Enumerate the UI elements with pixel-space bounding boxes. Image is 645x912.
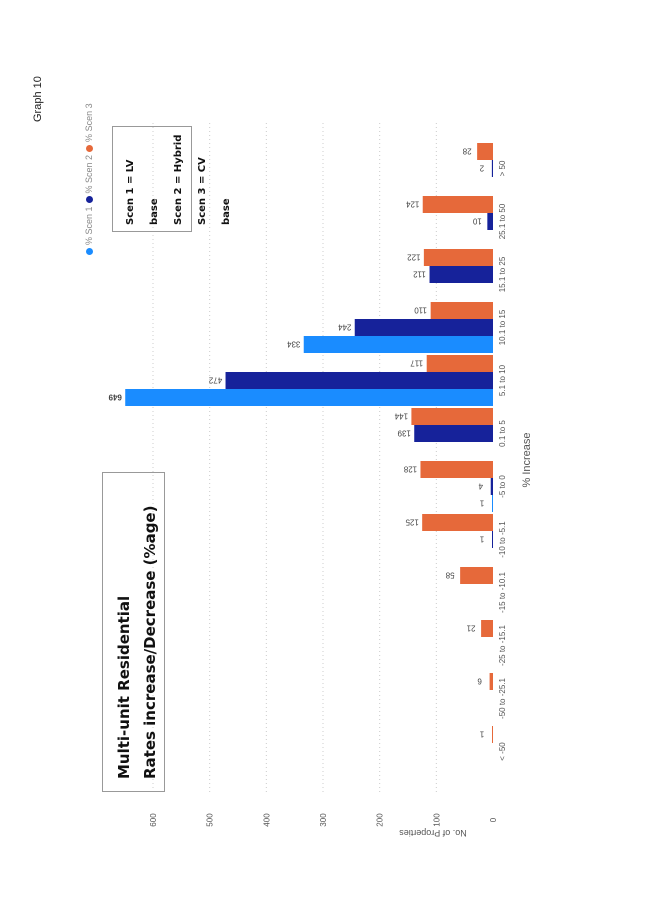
data-label: 4 (478, 482, 483, 491)
bar-scen-2 (414, 425, 494, 442)
x-tick-label: 0.1 to 5 (498, 420, 507, 447)
bar-scen-2 (492, 531, 493, 548)
bar-scen-3 (430, 302, 493, 319)
scenario-note-1: Scen 1 = LV base (125, 159, 160, 225)
data-label: 139 (397, 429, 411, 438)
x-tick-label: -5 to 0 (498, 475, 507, 498)
x-axis-title: % Increase (521, 432, 533, 487)
data-label: 110 (414, 306, 427, 315)
legend-label-scen1[interactable]: % Scen 1 (84, 206, 94, 245)
data-label: 2 (479, 164, 484, 173)
y-tick-label: 100 (432, 813, 441, 827)
scenario-notes-box: Scen 1 = LV base Scen 2 = Hybrid Scen 3 … (112, 126, 232, 232)
bar-scen-3 (422, 196, 494, 213)
bar-scen-2 (225, 372, 494, 389)
bar-scen-3 (411, 408, 493, 425)
x-tick-label: 10.1 to 15 (498, 309, 507, 345)
bar-scen-1 (492, 495, 493, 512)
data-label: 1 (479, 730, 484, 739)
data-label: 472 (208, 376, 222, 385)
bar-scen-1 (125, 389, 493, 406)
bar-scen-3 (481, 620, 494, 637)
data-label: 58 (445, 571, 454, 580)
data-label: 122 (407, 253, 421, 262)
data-label: 128 (403, 465, 417, 474)
x-tick-label: < -50 (498, 742, 507, 761)
graph-number-label: Graph 10 (32, 76, 44, 122)
bar-scen-3 (426, 355, 494, 372)
bar-scen-3 (422, 514, 493, 531)
y-tick-label: 0 (489, 817, 498, 822)
x-tick-label: 15.1 to 25 (498, 256, 507, 292)
x-tick-label: 5.1 to 10 (498, 364, 507, 396)
chart-title-line-1: Multi-unit Residential (115, 595, 133, 779)
data-label: 1 (479, 535, 484, 544)
legend-dot-scen2 (85, 196, 93, 204)
chart-legend: % Scen 1 % Scen 2 % Scen 3 (84, 103, 94, 255)
x-tick-label: > 50 (498, 160, 507, 176)
data-label: 125 (405, 518, 419, 527)
y-tick-label: 600 (149, 813, 158, 827)
x-tick-label: -15 to -10.1 (498, 571, 507, 612)
scenario-note-2: Scen 2 = Hybrid (173, 134, 184, 225)
data-label: 112 (413, 270, 426, 279)
y-tick-label: 400 (262, 813, 271, 827)
y-tick-label: 300 (319, 813, 328, 827)
data-label: 124 (406, 200, 420, 209)
bar-scen-3 (492, 726, 493, 743)
bar-scen-2 (429, 266, 493, 283)
bar-scen-2 (487, 213, 494, 230)
x-tick-label: -10 to -5.1 (498, 521, 507, 558)
x-tick-label: -50 to -25.1 (498, 677, 507, 718)
bar-scen-2 (490, 478, 494, 495)
y-tick-label: 500 (206, 813, 215, 827)
y-tick-label: 200 (376, 813, 385, 827)
data-label: 6 (477, 677, 482, 686)
legend-dot-scen3 (85, 144, 93, 152)
chart-title-box: Multi-unit Residential Rates increase/De… (102, 472, 165, 792)
data-label: 144 (394, 412, 408, 421)
x-tick-label: 25.1 to 50 (498, 203, 507, 239)
x-tick-label: -25 to -15.1 (498, 624, 507, 665)
data-label: 334 (287, 340, 301, 349)
data-label: 117 (410, 359, 423, 368)
data-label: 244 (338, 323, 352, 332)
bar-scen-3 (460, 567, 493, 584)
bar-scen-3 (420, 461, 494, 478)
data-label: 1 (479, 499, 484, 508)
data-label: 10 (472, 217, 481, 226)
y-axis-title: No. of Properties (399, 828, 467, 838)
data-label: 21 (466, 624, 475, 633)
bar-scen-2 (491, 160, 494, 177)
legend-label-scen2[interactable]: % Scen 2 (84, 154, 94, 194)
bar-scen-1 (303, 336, 493, 353)
data-label: 649 (108, 393, 122, 402)
bar-scen-3 (477, 143, 493, 160)
bar-scen-2 (354, 319, 493, 336)
data-label: 28 (462, 147, 471, 156)
scenario-note-3: Scen 3 = CV base (197, 157, 232, 225)
bar-scen-3 (489, 673, 494, 690)
legend-label-scen3[interactable]: % Scen 3 (84, 103, 94, 142)
legend-dot-scen1 (85, 248, 93, 255)
bar-scen-3 (423, 249, 493, 266)
chart-title-line-2: Rates increase/Decrease (%age) (141, 505, 159, 779)
